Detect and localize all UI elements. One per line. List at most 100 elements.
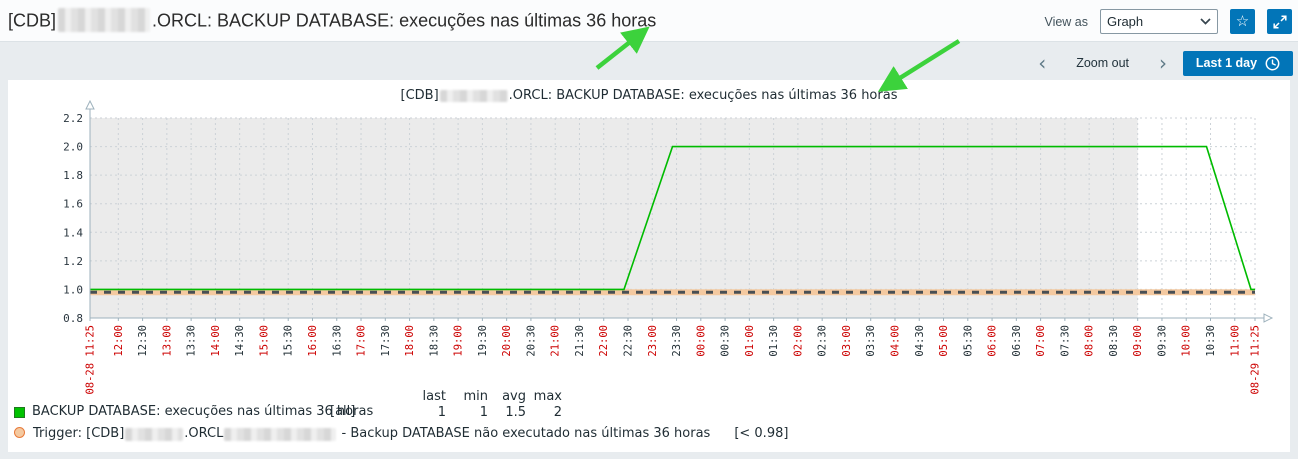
y-tick-label: 2.2 bbox=[63, 112, 83, 125]
x-tick-label: 12:30 bbox=[137, 325, 149, 357]
redacted-host-name bbox=[439, 90, 508, 102]
legend-stats-header: last min avg max bbox=[400, 389, 562, 404]
x-tick-label: 14:30 bbox=[234, 325, 246, 357]
series-line bbox=[90, 145, 1255, 291]
y-tick-label: 2.0 bbox=[63, 141, 83, 154]
x-tick-label: 15:30 bbox=[283, 325, 295, 357]
x-tick-label: 02:00 bbox=[792, 325, 804, 357]
x-tick-label: 13:30 bbox=[186, 325, 198, 357]
plot-background[interactable] bbox=[90, 118, 1255, 318]
x-tick-label: 00:00 bbox=[695, 325, 707, 357]
x-tick-label: 17:30 bbox=[380, 325, 392, 357]
series-stats: 1 1 1.5 2 bbox=[400, 405, 562, 420]
y-tick-label: 1.4 bbox=[63, 226, 83, 239]
trigger-threshold: [< 0.98] bbox=[734, 426, 789, 441]
favorite-button[interactable]: ☆ bbox=[1230, 9, 1255, 34]
x-tick-label: 16:00 bbox=[307, 325, 319, 357]
x-tick-label: 07:30 bbox=[1059, 325, 1071, 357]
y-tick-label: 1.6 bbox=[63, 198, 83, 211]
x-tick-label: 08-29 11:25 bbox=[1250, 325, 1262, 395]
graph-widget: [CDB] .ORCL: BACKUP DATABASE: execuções n… bbox=[8, 80, 1290, 452]
x-tick-label: 10:30 bbox=[1205, 325, 1217, 357]
redacted-trigger-name bbox=[224, 428, 337, 441]
x-tick-label: 20:30 bbox=[525, 325, 537, 357]
zoom-out-button[interactable]: Zoom out bbox=[1076, 56, 1129, 70]
x-tick-label: 05:00 bbox=[938, 325, 950, 357]
series-min-value: 1 bbox=[479, 405, 488, 420]
trigger-label-prefix: Trigger: [CDB] bbox=[33, 426, 125, 441]
view-as-select-wrap: Graph bbox=[1100, 9, 1218, 34]
x-tick-label: 22:00 bbox=[598, 325, 610, 357]
clock-icon bbox=[1265, 56, 1280, 70]
y-tick-label: 1.2 bbox=[63, 255, 83, 268]
stat-col-avg: avg bbox=[502, 389, 526, 404]
x-axis-arrow bbox=[1263, 313, 1274, 323]
trigger-label-suffix: - Backup DATABASE não executado nas últi… bbox=[341, 426, 711, 441]
x-tick-label: 10:00 bbox=[1181, 325, 1193, 357]
x-tick-label: 06:00 bbox=[987, 325, 999, 357]
x-tick-label: 21:30 bbox=[574, 325, 586, 357]
series-swatch bbox=[14, 407, 25, 418]
x-tick-label: 19:00 bbox=[453, 325, 465, 357]
x-tick-label: 08-28 11:25 bbox=[85, 325, 97, 395]
x-tick-label: 22:30 bbox=[623, 325, 635, 357]
x-tick-label: 04:00 bbox=[890, 325, 902, 357]
page-title-suffix: .ORCL: BACKUP DATABASE: execuções nas úl… bbox=[152, 10, 657, 31]
x-tick-label: 05:30 bbox=[962, 325, 974, 357]
trigger-label-mid: .ORCL bbox=[184, 426, 224, 441]
expand-icon bbox=[1272, 14, 1287, 29]
fullscreen-button[interactable] bbox=[1267, 9, 1292, 34]
graph-title: [CDB] .ORCL: BACKUP DATABASE: execuções n… bbox=[8, 88, 1290, 103]
x-tick-label: 23:00 bbox=[647, 325, 659, 357]
x-tick-label: 08:30 bbox=[1108, 325, 1120, 357]
view-as-select[interactable]: Graph bbox=[1100, 9, 1218, 34]
view-as-controls: View as Graph ☆ bbox=[1044, 9, 1292, 34]
star-icon: ☆ bbox=[1235, 13, 1250, 30]
x-tick-label: 08:00 bbox=[1084, 325, 1096, 357]
time-range-label: Last 1 day bbox=[1195, 56, 1258, 70]
trigger-swatch bbox=[14, 427, 25, 438]
graph-title-prefix: [CDB] bbox=[400, 88, 439, 103]
x-tick-label: 23:30 bbox=[671, 325, 683, 357]
x-tick-label: 20:00 bbox=[501, 325, 513, 357]
page-title: [CDB] .ORCL: BACKUP DATABASE: execuções n… bbox=[8, 8, 656, 35]
x-tick-label: 06:30 bbox=[1011, 325, 1023, 357]
top-header-bar: [CDB] .ORCL: BACKUP DATABASE: execuções n… bbox=[0, 0, 1298, 42]
x-tick-label: 00:30 bbox=[720, 325, 732, 357]
x-tick-label: 15:00 bbox=[258, 325, 270, 357]
stat-col-min: min bbox=[463, 389, 488, 404]
x-tick-label: 21:00 bbox=[550, 325, 562, 357]
redacted-host-name bbox=[58, 8, 151, 32]
x-tick-label: 04:30 bbox=[914, 325, 926, 357]
legend-trigger-row: Trigger: [CDB] .ORCL - Backup DATABASE nã… bbox=[14, 426, 788, 441]
y-tick-label: 1.8 bbox=[63, 169, 83, 182]
series-avg-value: 1.5 bbox=[505, 405, 526, 420]
x-tick-label: 09:00 bbox=[1132, 325, 1144, 357]
x-tick-label: 11:00 bbox=[1229, 325, 1241, 357]
x-tick-label: 17:00 bbox=[356, 325, 368, 357]
x-tick-label: 16:30 bbox=[331, 325, 343, 357]
plot-area[interactable]: 0.8 1.0 1.2 1.4 1.6 1.8 2.0 2.2 08-28 11:25 12:00… bbox=[8, 80, 1290, 400]
x-tick-label: 09:30 bbox=[1157, 325, 1169, 357]
x-tick-label: 03:30 bbox=[865, 325, 877, 357]
time-toolbar: ‹ Zoom out › Last 1 day bbox=[1034, 50, 1293, 76]
x-tick-label: 18:30 bbox=[428, 325, 440, 357]
time-forward-button[interactable]: › bbox=[1155, 53, 1171, 73]
y-axis-arrow bbox=[85, 99, 95, 110]
series-label: BACKUP DATABASE: execuções nas últimas 3… bbox=[32, 404, 374, 419]
graph-title-suffix: .ORCL: BACKUP DATABASE: execuções nas úl… bbox=[508, 88, 898, 103]
working-time-band bbox=[1137, 118, 1255, 318]
view-as-label: View as bbox=[1044, 14, 1088, 29]
x-tick-label: 03:00 bbox=[841, 325, 853, 357]
x-tick-label: 12:00 bbox=[113, 325, 125, 357]
y-tick-label: 1.0 bbox=[63, 283, 83, 296]
redacted-host-name bbox=[125, 428, 184, 441]
x-tick-label: 02:30 bbox=[817, 325, 829, 357]
time-range-button[interactable]: Last 1 day bbox=[1183, 50, 1293, 76]
series-scope: [all] bbox=[330, 404, 356, 419]
time-back-button[interactable]: ‹ bbox=[1034, 53, 1050, 73]
series-last-value: 1 bbox=[437, 405, 446, 420]
stat-col-max: max bbox=[533, 389, 562, 404]
x-tick-label: 07:00 bbox=[1035, 325, 1047, 357]
x-tick-label: 13:00 bbox=[161, 325, 173, 357]
